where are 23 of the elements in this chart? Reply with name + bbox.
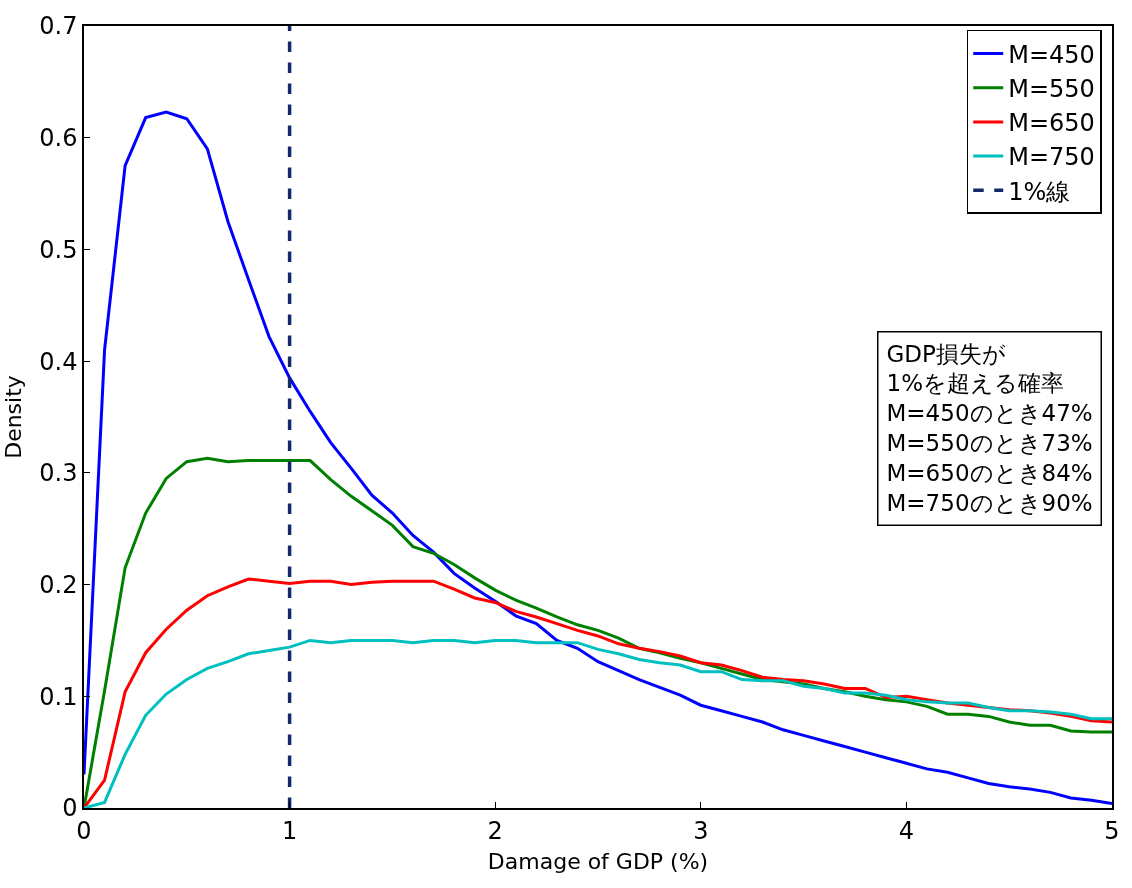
y-tick-label: 0.2 bbox=[39, 570, 78, 599]
legend-label: M=750 bbox=[1008, 143, 1095, 172]
annotation: GDP損失が 1%を超える確率 M=450のとき47% M=550のとき73% M=650のとき84% M=750のとき90% bbox=[886, 340, 1093, 516]
y-tick-label: 0.3 bbox=[39, 459, 78, 488]
line-series bbox=[84, 638, 1112, 808]
x-tick-label: 2 bbox=[487, 816, 503, 845]
y-tick-label: 0 bbox=[62, 794, 78, 823]
x-axis-title: Damage of GDP (%) bbox=[487, 848, 709, 874]
y-tick-label: 0.7 bbox=[39, 12, 78, 41]
x-tick-label: 5 bbox=[1104, 816, 1120, 845]
legend-label: M=550 bbox=[1008, 75, 1095, 104]
x-tick-label: 3 bbox=[693, 816, 709, 845]
legend-label: M=650 bbox=[1008, 109, 1095, 138]
y-tick-label: 0.4 bbox=[39, 347, 78, 376]
y-axis-title: Density bbox=[0, 375, 26, 459]
y-tick-label: 0.5 bbox=[39, 235, 78, 264]
y-tick-label: 0.6 bbox=[39, 124, 78, 153]
y-tick-label: 0.1 bbox=[39, 682, 78, 711]
legend-label: 1%線 bbox=[1008, 177, 1071, 206]
x-tick-label: 1 bbox=[281, 816, 298, 845]
x-tick-label: 4 bbox=[898, 816, 915, 845]
line-series bbox=[84, 110, 1112, 806]
legend-label: M=450 bbox=[1008, 40, 1095, 69]
